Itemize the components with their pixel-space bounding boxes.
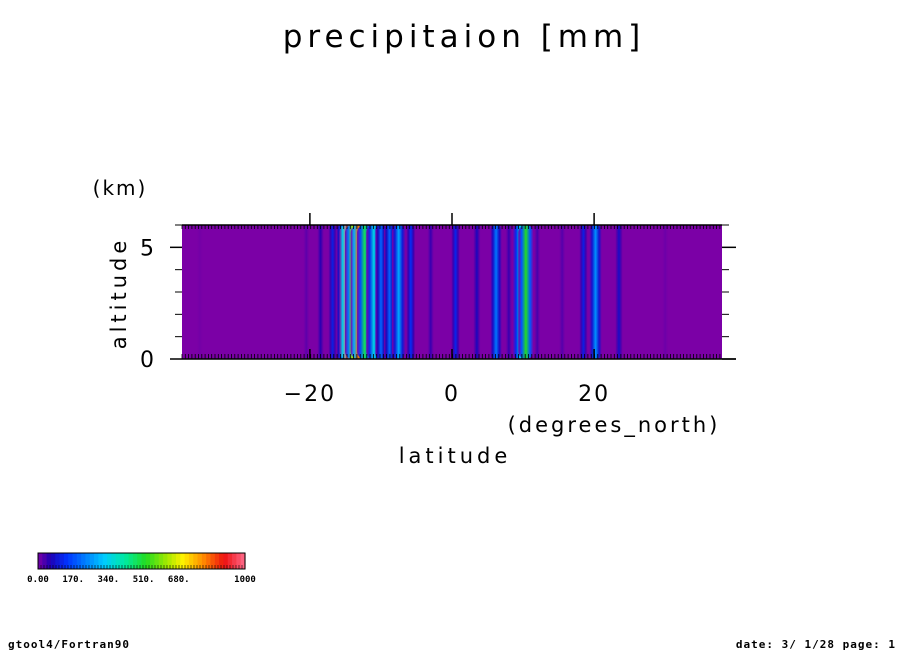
y-axis-unit: (km) [93, 176, 148, 200]
heatmap-column [490, 225, 502, 359]
y-axis-label: altitude [107, 237, 131, 350]
y-tick-label: 5 [140, 236, 154, 261]
colorbar-swatch [150, 553, 156, 569]
x-tick-label: −20 [284, 382, 336, 407]
colorbar-swatch [119, 553, 125, 569]
colorbar-frame [37, 552, 246, 570]
colorbar-swatch [201, 553, 207, 569]
colorbar-swatch [188, 553, 194, 569]
x-axis-unit: (degrees_north) [508, 413, 721, 438]
colorbar-swatch [102, 553, 108, 569]
x-tick-label: 20 [578, 382, 610, 407]
colorbar-swatch [141, 553, 147, 569]
colorbar-swatch [42, 553, 48, 569]
heatmap-column [328, 225, 337, 359]
heatmap-column [559, 225, 566, 359]
colorbar-swatch [145, 553, 151, 569]
heatmap-column [615, 225, 623, 359]
colorbar-swatch [68, 553, 74, 569]
colorbar-swatch [240, 553, 246, 569]
heatmap-column [427, 225, 434, 359]
colorbar-swatch [214, 553, 220, 569]
colorbar-swatch [128, 553, 134, 569]
heatmap-column [451, 225, 460, 359]
colorbar-swatch [167, 553, 173, 569]
colorbar-swatch [46, 553, 52, 569]
heatmap-column [579, 225, 588, 359]
colorbar-swatch [137, 553, 143, 569]
colorbar-swatch [232, 553, 237, 569]
footer-right: date: 3/ 1/28 page: 1 [736, 638, 896, 651]
heatmap-column [505, 225, 513, 359]
footer-left: gtool4/Fortran90 [8, 638, 130, 651]
colorbar-tick-label: 1000 [234, 575, 256, 585]
colorbar-swatch [223, 553, 229, 569]
colorbar-swatch [107, 553, 112, 569]
colorbar-swatch [163, 553, 168, 569]
colorbar: 0.00 170. 340. 510. 680. 1000 [27, 552, 256, 585]
colorbar-tick-label: 340. [98, 575, 120, 585]
colorbar-swatch [98, 553, 104, 569]
chart-title: precipitaion [mm] [283, 19, 646, 55]
colorbar-swatch [63, 553, 69, 569]
heatmap-column [303, 225, 310, 359]
colorbar-swatch [210, 553, 216, 569]
colorbar-swatch [227, 553, 233, 569]
colorbar-swatch [176, 553, 181, 569]
colorbar-swatch [184, 553, 190, 569]
colorbar-swatch [197, 553, 203, 569]
colorbar-swatch [115, 553, 121, 569]
colorbar-swatch [50, 553, 56, 569]
heatmap-column [662, 225, 669, 359]
colorbar-swatch [236, 553, 242, 569]
heatmap-column [589, 225, 602, 359]
colorbar-tick-label: 680. [168, 575, 190, 585]
colorbar-swatch [171, 553, 177, 569]
plot-area: −20 0 20 0 5 [140, 213, 736, 407]
y-tick-label: 0 [140, 348, 154, 373]
colorbar-swatch [59, 553, 65, 569]
colorbar-swatch [180, 553, 186, 569]
colorbar-swatch [85, 553, 91, 569]
heatmap-column [317, 225, 324, 359]
colorbar-swatch [154, 553, 160, 569]
heatmap-column [406, 225, 416, 359]
colorbar-swatch [72, 553, 78, 569]
colorbar-swatch [219, 553, 225, 569]
colorbar-tick-label: 510. [133, 575, 155, 585]
colorbar-swatch [158, 553, 164, 569]
heatmap-column [196, 225, 203, 359]
colorbar-tick-label: 170. [62, 575, 84, 585]
heatmap-column [473, 225, 481, 359]
colorbar-swatch [81, 553, 87, 569]
heatmap-column [534, 225, 541, 359]
colorbar-tick-label: 0.00 [27, 575, 49, 585]
x-axis-label: latitude [399, 444, 512, 468]
colorbar-swatch [193, 553, 199, 569]
heatmap-column [392, 225, 406, 359]
colorbar-swatch [124, 553, 130, 569]
heatmap-column [375, 225, 387, 359]
colorbar-swatch [94, 553, 99, 569]
colorbar-swatch [55, 553, 61, 569]
x-tick-label: 0 [444, 382, 460, 407]
colorbar-swatch [132, 553, 138, 569]
colorbar-swatch [206, 553, 212, 569]
colorbar-swatch [89, 553, 95, 569]
heatmap-column [518, 225, 534, 359]
colorbar-swatch [76, 553, 82, 569]
colorbar-swatch [111, 553, 117, 569]
colorbar-swatch [38, 553, 43, 569]
